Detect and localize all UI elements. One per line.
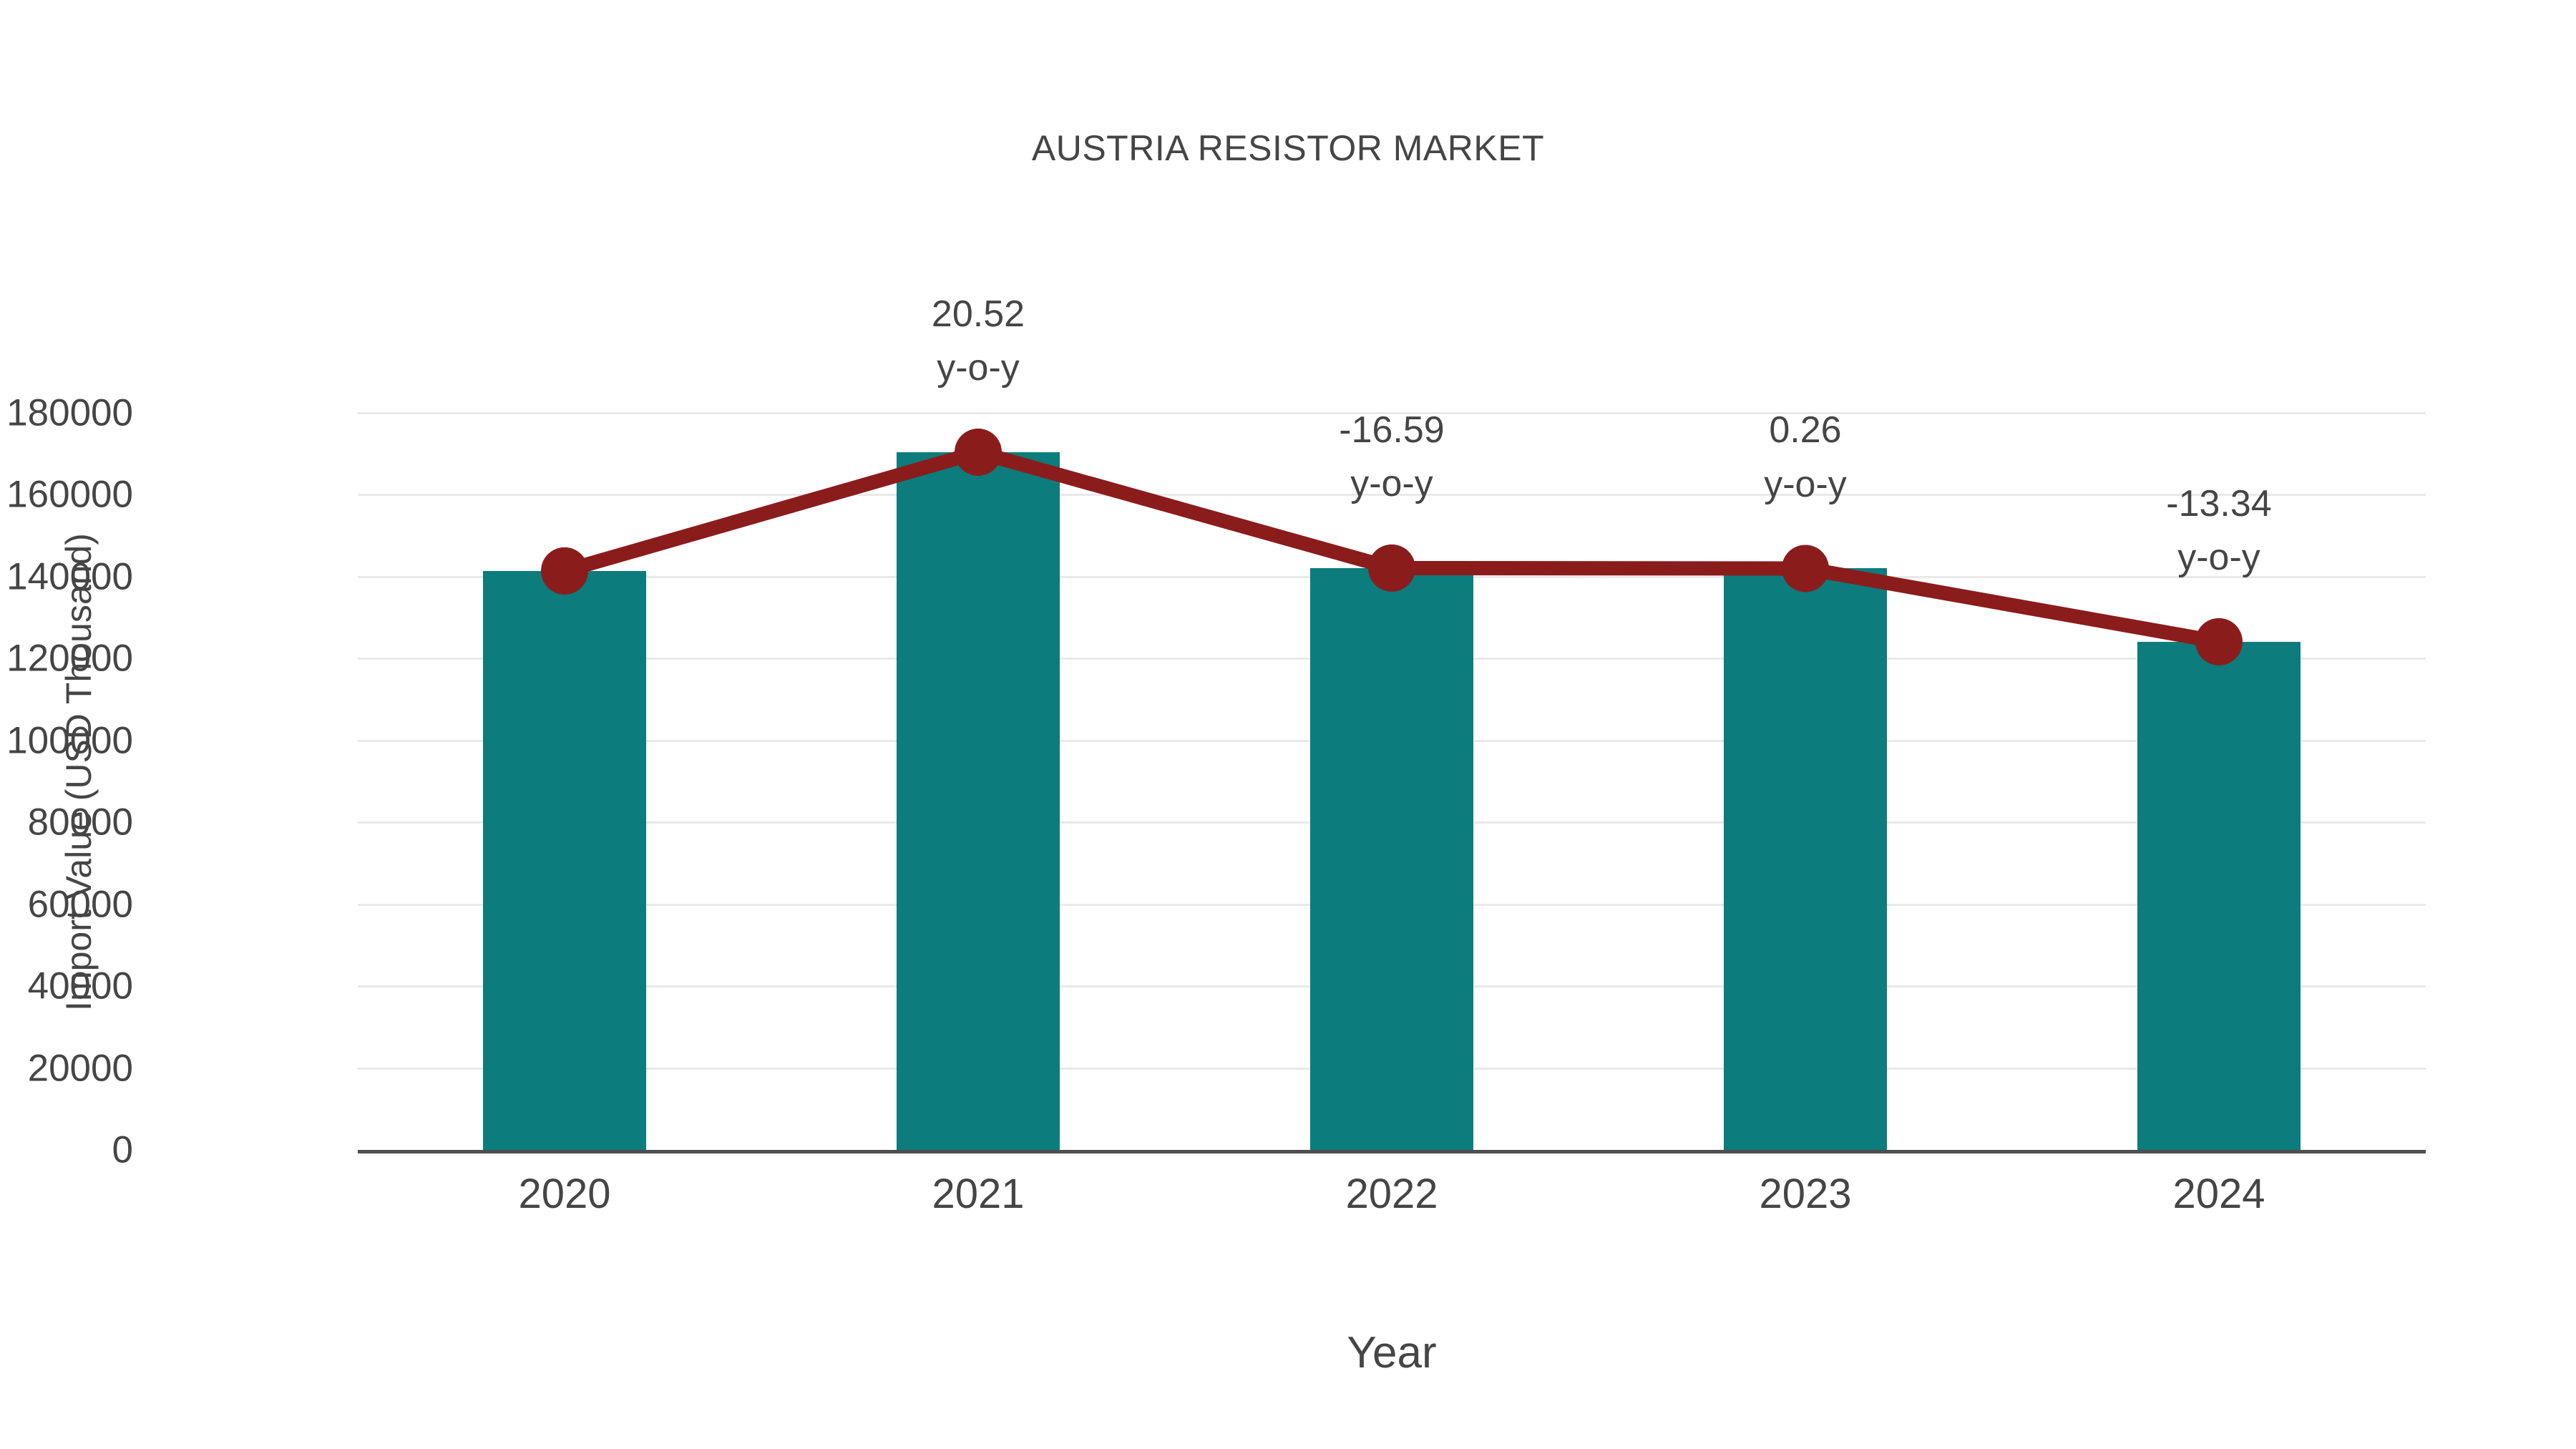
y-axis-tick-label: 100000 — [6, 719, 133, 762]
x-axis-tick-label-2023: 2023 — [1759, 1171, 1852, 1217]
y-axis-tick-label: 80000 — [27, 801, 133, 844]
gridline — [358, 494, 2426, 497]
x-axis-tick-label-2022: 2022 — [1345, 1171, 1438, 1217]
point-label-2022: -16.59 y-o-y — [1206, 404, 1578, 512]
x-axis-line — [358, 1150, 2426, 1153]
point-label-unit: y-o-y — [937, 347, 1020, 389]
y-axis-tick-label: 160000 — [6, 473, 133, 516]
point-label-2021: 20.52 y-o-y — [792, 288, 1164, 396]
y-axis-tick-label: 20000 — [27, 1047, 133, 1090]
point-label-unit: y-o-y — [2177, 537, 2260, 579]
y-axis-tick-label: 120000 — [6, 637, 133, 680]
x-axis-tick-label-2024: 2024 — [2172, 1171, 2265, 1217]
y-axis-tick-label: 140000 — [6, 555, 133, 598]
line-marker-2020[interactable] — [541, 547, 588, 595]
y-axis-tick-label: 180000 — [6, 391, 133, 434]
bar-2024[interactable] — [2137, 641, 2301, 1150]
bar-2023[interactable] — [1724, 568, 1887, 1150]
bar-2021[interactable] — [897, 452, 1060, 1150]
y-axis-tick-label: 60000 — [27, 883, 133, 926]
point-label-2024: -13.34 y-o-y — [2033, 477, 2405, 585]
point-label-2023: 0.26 y-o-y — [1619, 404, 1991, 512]
x-axis-tick-label-2020: 2020 — [518, 1171, 611, 1217]
line-marker-2023[interactable] — [1782, 545, 1829, 592]
point-label-value: -16.59 — [1339, 409, 1445, 451]
point-label-unit: y-o-y — [1350, 463, 1433, 505]
point-label-unit: y-o-y — [1764, 463, 1847, 505]
plot-area — [358, 401, 2426, 1153]
line-marker-2021[interactable] — [955, 428, 1002, 476]
line-series — [541, 428, 2243, 665]
x-axis-tick-label-2021: 2021 — [932, 1171, 1025, 1217]
line-marker-2024[interactable] — [2195, 618, 2243, 665]
chart-title: AUSTRIA RESISTOR MARKET — [1031, 128, 1545, 168]
bar-2020[interactable] — [483, 570, 646, 1150]
point-label-value: 20.52 — [931, 293, 1025, 335]
line-marker-2022[interactable] — [1368, 544, 1415, 592]
gridline — [358, 412, 2426, 414]
y-axis-tick-label: 0 — [112, 1128, 133, 1171]
bar-2022[interactable] — [1310, 567, 1473, 1150]
x-axis-title: Year — [1347, 1328, 1437, 1377]
y-axis-tick-label: 40000 — [27, 965, 133, 1008]
point-label-value: 0.26 — [1769, 409, 1842, 452]
point-label-value: -13.34 — [2166, 482, 2272, 525]
